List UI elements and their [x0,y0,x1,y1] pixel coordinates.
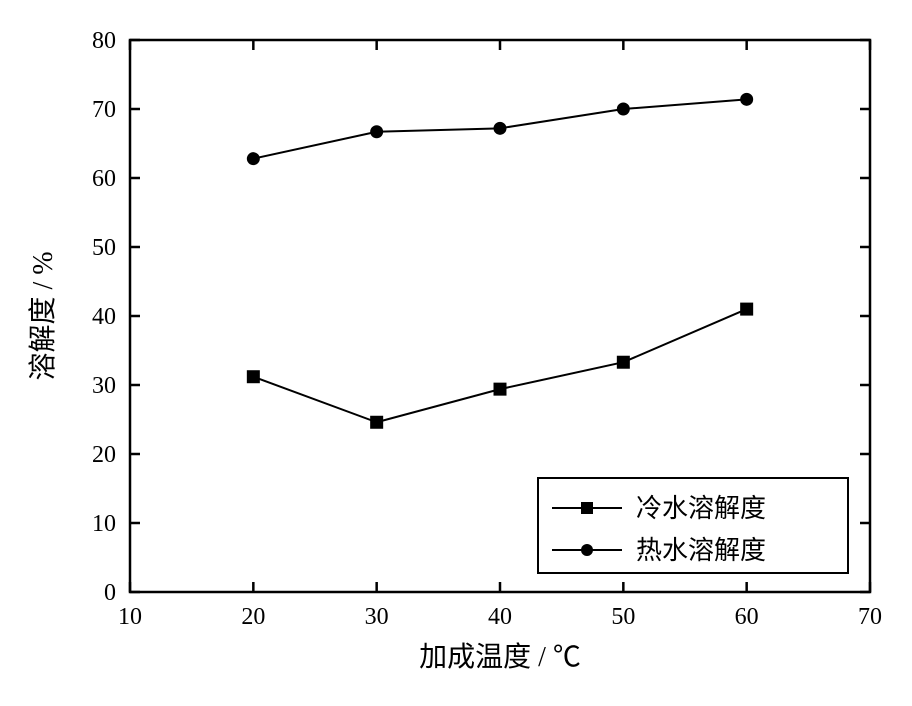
data-point [741,303,753,315]
x-tick-label: 30 [365,604,389,630]
y-tick-label: 70 [92,97,116,123]
series-line-cold [253,309,746,422]
y-tick-label: 30 [92,373,116,399]
series-group [247,93,752,428]
x-tick-label: 70 [858,604,882,630]
legend-marker-circle [581,544,593,556]
data-point [371,126,383,138]
y-tick-label: 20 [92,442,116,468]
y-tick-label: 50 [92,235,116,261]
y-tick-label: 40 [92,304,116,330]
data-point [617,103,629,115]
y-tick-label: 10 [92,511,116,537]
legend: 冷水溶解度热水溶解度 [538,478,848,573]
data-point [247,371,259,383]
y-tick-label: 0 [104,580,116,606]
x-tick-label: 40 [488,604,512,630]
y-axis-label: 溶解度 / % [27,251,59,380]
data-point [494,122,506,134]
legend-marker-square [581,502,593,514]
x-axis-label: 加成温度 / ℃ [419,641,581,673]
y-tick-label: 80 [92,28,116,54]
x-tick-label: 20 [241,604,265,630]
x-tick-label: 60 [735,604,759,630]
legend-label: 冷水溶解度 [636,494,766,523]
data-point [494,383,506,395]
legend-label: 热水溶解度 [636,536,766,565]
x-tick-label: 10 [118,604,142,630]
data-point [741,93,753,105]
solubility-chart: 10203040506070 01020304050607080 加成温度 / … [0,0,912,706]
data-point [371,416,383,428]
data-point [617,356,629,368]
x-tick-label: 50 [611,604,635,630]
y-tick-label: 60 [92,166,116,192]
data-point [247,153,259,165]
